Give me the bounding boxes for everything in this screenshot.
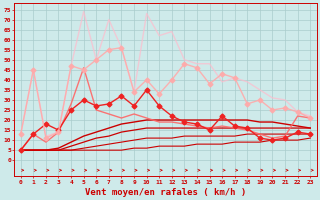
X-axis label: Vent moyen/en rafales ( km/h ): Vent moyen/en rafales ( km/h ): [85, 188, 246, 197]
